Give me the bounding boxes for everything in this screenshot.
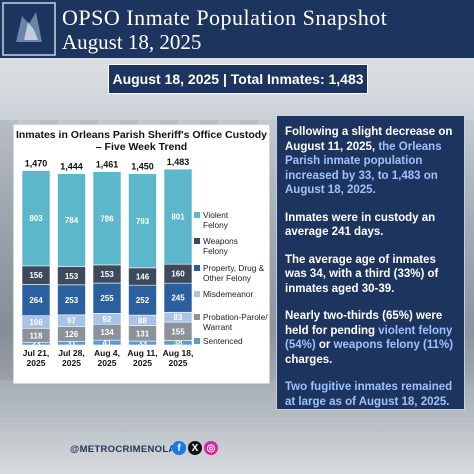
bar-segment-label: 33 [138, 339, 147, 348]
summary-paragraph-1: Following a slight decrease on August 11… [285, 126, 453, 196]
summary-paragraph-5: Two fugitive inmates remained at large a… [285, 381, 453, 408]
bar-segment [163, 168, 193, 265]
bar-segment-label: 252 [136, 296, 150, 305]
bar-segment [57, 284, 86, 316]
bar-segment-label: 264 [29, 296, 43, 305]
bar-segment-label: 97 [67, 317, 76, 326]
bar-segment-label: 131 [136, 329, 150, 338]
page-title: OPSO Inmate Population Snapshot [62, 5, 388, 30]
x-tick-label: Jul 28, [58, 348, 84, 358]
x-tick-label: 2025 [169, 358, 188, 368]
bar-segment-label: 118 [30, 331, 43, 340]
social-handle[interactable]: @METROCRIMENOLA [70, 444, 176, 455]
legend-label: Other Felony [203, 273, 252, 283]
bar-segment [57, 173, 86, 267]
x-tick-label: Jul 21, [23, 348, 49, 358]
chart-panel: Inmates in Orleans Parish Sheriff's Offi… [13, 124, 270, 384]
legend-label: Property, Drug & [203, 263, 265, 273]
bar-segment-label: 23 [32, 340, 41, 349]
bar-segment-label: 160 [171, 270, 185, 279]
bar-segment-label: 155 [171, 327, 185, 336]
bar-segment-label: 92 [103, 315, 112, 324]
legend-label: Misdemeanor [203, 289, 254, 299]
legend-swatch [194, 338, 200, 344]
date-total-banner: August 18, 2025 | Total Inmates: 1,483 [108, 64, 368, 94]
legend-label: Felony [203, 220, 229, 230]
x-tick-label: 2025 [27, 358, 46, 368]
bar-segment-label: 156 [29, 271, 43, 280]
bar-total-label: 1,444 [60, 162, 83, 172]
legend-swatch [194, 314, 200, 320]
x-tick-label: 2025 [62, 358, 81, 368]
x-tick-label: Aug 11, [127, 348, 157, 358]
bar-segment-label: 38 [174, 339, 183, 348]
bar-segment-label: 255 [100, 294, 114, 303]
bar-segment [128, 173, 157, 269]
legend-label: Violent [203, 210, 229, 220]
facebook-icon[interactable]: f [172, 441, 186, 455]
bar-segment-label: 793 [136, 217, 150, 226]
x-icon[interactable]: X [188, 441, 202, 455]
x-tick-label: Aug 18, [163, 348, 194, 358]
bar-segment-label: 83 [174, 313, 183, 322]
x-tick-label: Aug 4, [94, 348, 120, 358]
summary-paragraph-3: The average age of inmates was 34, with … [285, 253, 439, 295]
bar-segment-label: 803 [29, 214, 43, 223]
summary-paragraph-4: Nearly two-thirds (65%) were held for pe… [285, 310, 454, 366]
x-tick-label: 2025 [133, 358, 152, 368]
bar-segment-label: 153 [65, 272, 79, 281]
bar-segment-label: 106 [29, 318, 43, 327]
bar-segment-label: 41 [103, 339, 112, 348]
legend-swatch [194, 238, 200, 244]
legend-swatch [194, 212, 200, 218]
legend-label: Sentenced [203, 336, 243, 346]
summary-paragraph-2: Inmates were in custody an average 241 d… [285, 211, 436, 239]
bar-segment-label: 253 [65, 296, 79, 305]
bar-segment-label: 245 [171, 294, 185, 303]
legend-label: Warrant [203, 322, 233, 332]
legend-label: Probation-Parole/ [203, 312, 268, 322]
legend-swatch [194, 291, 200, 297]
bar-total-label: 1,450 [131, 162, 154, 172]
bar-segment [92, 282, 122, 314]
x-tick-label: 2025 [98, 358, 117, 368]
bar-segment-label: 134 [100, 328, 114, 337]
bar-segment-label: 801 [171, 213, 185, 222]
bar-segment-label: 146 [136, 273, 150, 282]
bar-segment [163, 282, 193, 313]
legend-label: Weapons [203, 236, 238, 246]
bar-total-label: 1,461 [96, 160, 119, 170]
bar-segment [128, 284, 157, 316]
bar-segment [92, 171, 122, 266]
header-bar: OPSO Inmate Population Snapshot August 1… [0, 0, 474, 58]
bar-segment-label: 784 [65, 216, 79, 225]
mcc-logo [2, 2, 56, 56]
summary-panel: Following a slight decrease on August 11… [276, 115, 465, 410]
bar-total-label: 1,483 [167, 157, 190, 167]
bar-segment [21, 284, 51, 316]
bar-total-label: 1,470 [25, 159, 48, 169]
bar-segment-label: 153 [100, 270, 114, 279]
legend-swatch [194, 265, 200, 271]
bar-segment-label: 126 [65, 330, 79, 339]
bar-segment [21, 170, 51, 267]
page-subtitle-date: August 18, 2025 [62, 30, 202, 54]
bar-segment-label: 786 [100, 214, 114, 223]
chart-title: Inmates in Orleans Parish Sheriff's Offi… [15, 129, 268, 153]
legend-label: Felony [203, 246, 229, 256]
bar-segment-label: 88 [138, 316, 147, 325]
bar-segment-label: 31 [67, 339, 76, 348]
instagram-icon[interactable]: ◎ [204, 441, 218, 455]
